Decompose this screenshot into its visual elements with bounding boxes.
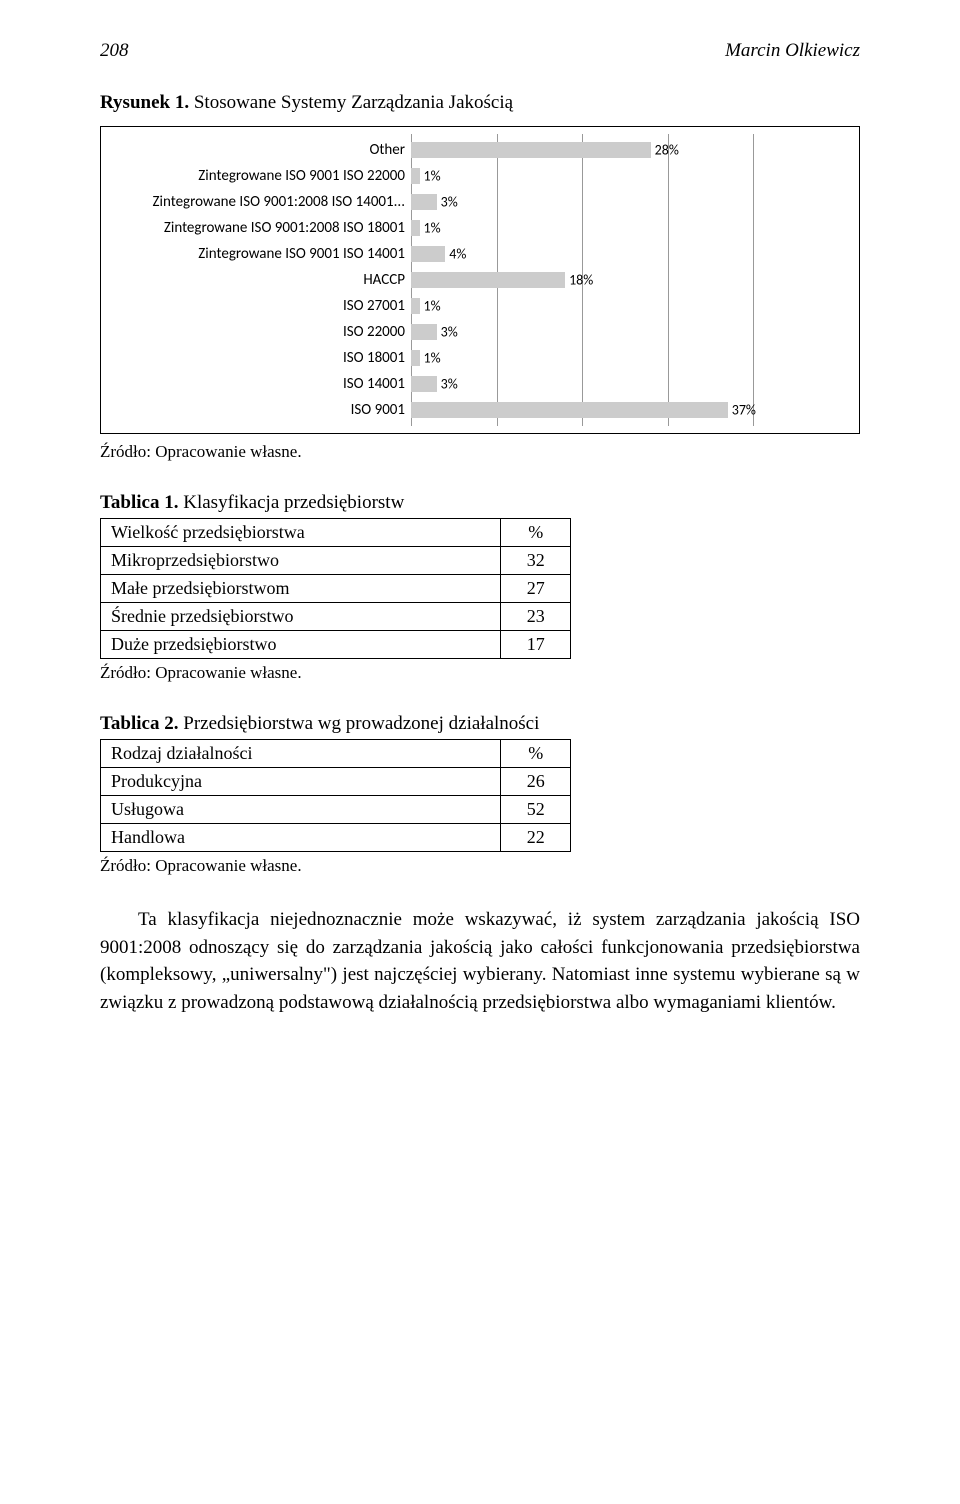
table-cell: Handlowa bbox=[101, 824, 501, 852]
chart-row: ISO 140013% bbox=[111, 371, 839, 397]
chart-plot-area: 37% bbox=[411, 397, 839, 423]
chart-bar-label: 1% bbox=[420, 298, 441, 315]
chart-category-label: HACCP bbox=[111, 271, 411, 289]
chart-bar-label: 4% bbox=[445, 246, 466, 263]
chart-plot-area: 3% bbox=[411, 189, 839, 215]
chart-bar: 3% bbox=[411, 324, 437, 340]
table1: Wielkość przedsiębiorstwa%Mikroprzedsięb… bbox=[100, 518, 571, 659]
chart-bar: 37% bbox=[411, 402, 728, 418]
table-row: Duże przedsiębiorstwo17 bbox=[101, 631, 571, 659]
table2-caption-text: Przedsiębiorstwa wg prowadzonej działaln… bbox=[183, 713, 539, 734]
chart-row: ISO 900137% bbox=[111, 397, 839, 423]
chart-bar-label: 3% bbox=[437, 194, 458, 211]
chart-plot-area: 18% bbox=[411, 267, 839, 293]
chart-bar: 3% bbox=[411, 376, 437, 392]
chart-row: Zintegrowane ISO 9001 ISO 220001% bbox=[111, 163, 839, 189]
chart-bar-label: 3% bbox=[437, 376, 458, 393]
chart-row: Zintegrowane ISO 9001:2008 ISO 180011% bbox=[111, 215, 839, 241]
chart-row: Other28% bbox=[111, 137, 839, 163]
chart-plot-area: 3% bbox=[411, 319, 839, 345]
table-row: Mikroprzedsiębiorstwo32 bbox=[101, 547, 571, 575]
figure-caption-text: Stosowane Systemy Zarządzania Jakością bbox=[194, 92, 513, 113]
chart-bar: 4% bbox=[411, 246, 445, 262]
table-cell: 22 bbox=[501, 824, 571, 852]
chart-bar: 1% bbox=[411, 168, 420, 184]
chart-bar: 1% bbox=[411, 350, 420, 366]
body-paragraph: Ta klasyfikacja niejednoznacznie może ws… bbox=[100, 906, 860, 1016]
chart-plot-area: 3% bbox=[411, 371, 839, 397]
table-row: Handlowa22 bbox=[101, 824, 571, 852]
page-number: 208 bbox=[100, 40, 129, 62]
chart-category-label: ISO 22000 bbox=[111, 323, 411, 341]
table-cell: 52 bbox=[501, 796, 571, 824]
chart-bar-label: 1% bbox=[420, 168, 441, 185]
table-row: Średnie przedsiębiorstwo23 bbox=[101, 603, 571, 631]
chart-bar-label: 1% bbox=[420, 350, 441, 367]
chart-category-label: ISO 14001 bbox=[111, 375, 411, 393]
chart-bar: 1% bbox=[411, 298, 420, 314]
chart-bar: 18% bbox=[411, 272, 565, 288]
table2-source: Źródło: Opracowanie własne. bbox=[100, 856, 860, 876]
chart-plot-area: 28% bbox=[411, 137, 839, 163]
table-header-cell: Wielkość przedsiębiorstwa bbox=[101, 519, 501, 547]
table-header-cell: Rodzaj działalności bbox=[101, 740, 501, 768]
figure-caption-label: Rysunek 1. bbox=[100, 92, 189, 113]
table-cell: Produkcyjna bbox=[101, 768, 501, 796]
chart-row: Zintegrowane ISO 9001 ISO 140014% bbox=[111, 241, 839, 267]
table2: Rodzaj działalności%Produkcyjna26Usługow… bbox=[100, 739, 571, 852]
chart-row: ISO 180011% bbox=[111, 345, 839, 371]
chart-row: HACCP18% bbox=[111, 267, 839, 293]
chart-category-label: Zintegrowane ISO 9001:2008 ISO 14001... bbox=[111, 193, 411, 211]
chart-category-label: Zintegrowane ISO 9001 ISO 14001 bbox=[111, 245, 411, 263]
chart-bar-label: 37% bbox=[728, 402, 756, 419]
table-cell: Mikroprzedsiębiorstwo bbox=[101, 547, 501, 575]
table-cell: 23 bbox=[501, 603, 571, 631]
page-header: 208 Marcin Olkiewicz bbox=[100, 40, 860, 62]
chart-category-label: Zintegrowane ISO 9001:2008 ISO 18001 bbox=[111, 219, 411, 237]
chart-plot-area: 1% bbox=[411, 345, 839, 371]
chart-bar: 3% bbox=[411, 194, 437, 210]
chart-bar-label: 28% bbox=[651, 142, 679, 159]
bar-chart: Other28%Zintegrowane ISO 9001 ISO 220001… bbox=[100, 126, 860, 434]
table-cell: Średnie przedsiębiorstwo bbox=[101, 603, 501, 631]
chart-plot-area: 1% bbox=[411, 163, 839, 189]
table-cell: 17 bbox=[501, 631, 571, 659]
chart-category-label: Zintegrowane ISO 9001 ISO 22000 bbox=[111, 167, 411, 185]
table-cell: 32 bbox=[501, 547, 571, 575]
chart-plot-area: 1% bbox=[411, 215, 839, 241]
table2-caption: Tablica 2. Przedsiębiorstwa wg prowadzon… bbox=[100, 713, 860, 735]
table-cell: Małe przedsiębiorstwom bbox=[101, 575, 501, 603]
table2-caption-label: Tablica 2. bbox=[100, 713, 179, 734]
figure-source: Źródło: Opracowanie własne. bbox=[100, 442, 860, 462]
chart-bar: 28% bbox=[411, 142, 651, 158]
chart-row: Zintegrowane ISO 9001:2008 ISO 14001...3… bbox=[111, 189, 839, 215]
chart-bar-label: 18% bbox=[565, 272, 593, 289]
table-cell: 26 bbox=[501, 768, 571, 796]
figure-caption: Rysunek 1. Stosowane Systemy Zarządzania… bbox=[100, 92, 860, 114]
chart-category-label: Other bbox=[111, 141, 411, 159]
chart-plot-area: 1% bbox=[411, 293, 839, 319]
chart-row: ISO 270011% bbox=[111, 293, 839, 319]
header-author: Marcin Olkiewicz bbox=[725, 40, 860, 62]
chart-plot-area: 4% bbox=[411, 241, 839, 267]
chart-row: ISO 220003% bbox=[111, 319, 839, 345]
table-cell: 27 bbox=[501, 575, 571, 603]
table-row: Produkcyjna26 bbox=[101, 768, 571, 796]
chart-bar-label: 3% bbox=[437, 324, 458, 341]
table-row: Małe przedsiębiorstwom27 bbox=[101, 575, 571, 603]
table1-caption-label: Tablica 1. bbox=[100, 492, 179, 513]
chart-bar: 1% bbox=[411, 220, 420, 236]
table-row: Usługowa52 bbox=[101, 796, 571, 824]
chart-category-label: ISO 27001 bbox=[111, 297, 411, 315]
table-cell: Duże przedsiębiorstwo bbox=[101, 631, 501, 659]
table-header-cell: % bbox=[501, 519, 571, 547]
table1-source: Źródło: Opracowanie własne. bbox=[100, 663, 860, 683]
chart-category-label: ISO 18001 bbox=[111, 349, 411, 367]
table1-caption-text: Klasyfikacja przedsiębiorstw bbox=[183, 492, 404, 513]
chart-bar-label: 1% bbox=[420, 220, 441, 237]
table-cell: Usługowa bbox=[101, 796, 501, 824]
table1-caption: Tablica 1. Klasyfikacja przedsiębiorstw bbox=[100, 492, 860, 514]
chart-category-label: ISO 9001 bbox=[111, 401, 411, 419]
table-header-cell: % bbox=[501, 740, 571, 768]
